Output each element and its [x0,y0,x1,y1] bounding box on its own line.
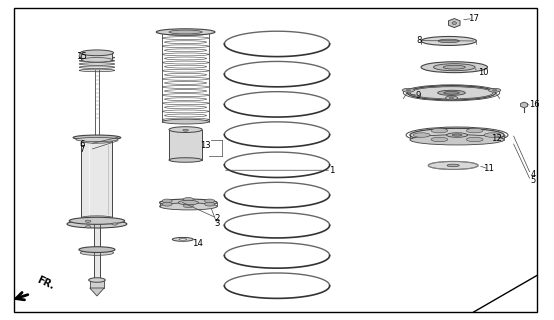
Ellipse shape [112,223,117,225]
Ellipse shape [204,202,214,206]
Ellipse shape [431,128,448,133]
Ellipse shape [406,90,411,91]
Ellipse shape [81,216,112,220]
Text: 5: 5 [530,176,536,185]
Ellipse shape [169,30,202,34]
Ellipse shape [431,137,448,142]
Ellipse shape [445,96,458,100]
Bar [90,280,104,288]
Ellipse shape [204,199,214,203]
Ellipse shape [172,237,193,241]
Ellipse shape [162,199,172,203]
Ellipse shape [169,158,202,162]
Ellipse shape [447,164,459,167]
Ellipse shape [421,36,476,45]
Ellipse shape [81,140,112,143]
Ellipse shape [428,162,478,170]
Text: 16: 16 [529,100,540,109]
Ellipse shape [79,66,115,68]
Text: 17: 17 [468,14,479,23]
Polygon shape [521,102,527,108]
Ellipse shape [156,29,215,35]
Text: 6: 6 [79,140,85,148]
Text: 7: 7 [79,145,85,154]
Ellipse shape [79,247,115,252]
Ellipse shape [183,129,188,131]
Ellipse shape [89,278,105,282]
Ellipse shape [160,203,217,210]
Text: 1: 1 [329,166,334,175]
Ellipse shape [80,250,114,255]
Ellipse shape [410,135,504,145]
Text: 15: 15 [76,52,88,61]
Ellipse shape [79,60,115,62]
Ellipse shape [407,86,496,100]
Ellipse shape [493,90,497,91]
Ellipse shape [85,220,91,222]
Ellipse shape [160,199,217,206]
Ellipse shape [76,138,118,142]
Ellipse shape [466,128,483,133]
Ellipse shape [410,87,493,99]
Ellipse shape [179,239,187,240]
Ellipse shape [466,137,483,142]
Text: 11: 11 [483,164,494,173]
Ellipse shape [169,127,202,132]
Text: 13: 13 [199,141,211,150]
Text: 10: 10 [478,68,488,77]
Ellipse shape [79,56,115,59]
Text: FR.: FR. [35,275,55,291]
Bar [94,218,100,282]
Bar [81,141,112,218]
Text: 12: 12 [491,134,502,143]
Ellipse shape [183,197,193,201]
Ellipse shape [452,134,462,136]
Ellipse shape [178,200,198,205]
Ellipse shape [85,226,91,228]
Ellipse shape [80,50,114,56]
Ellipse shape [484,133,501,137]
Text: 3: 3 [214,220,220,228]
Ellipse shape [433,64,475,71]
Text: 4: 4 [530,170,536,179]
Text: 2: 2 [214,214,220,223]
Ellipse shape [413,133,430,137]
Ellipse shape [421,62,488,73]
Bar [169,130,202,160]
Ellipse shape [438,39,459,43]
Text: 8: 8 [417,36,422,45]
Ellipse shape [79,63,115,65]
Ellipse shape [443,65,465,69]
Ellipse shape [81,58,112,62]
Ellipse shape [79,69,115,72]
Ellipse shape [162,119,209,124]
Ellipse shape [410,128,504,142]
Text: 14: 14 [192,239,203,248]
Ellipse shape [438,90,465,95]
Ellipse shape [162,202,172,206]
Ellipse shape [402,88,414,92]
Ellipse shape [444,92,459,94]
Ellipse shape [183,204,193,208]
Bar [81,53,112,60]
Ellipse shape [449,97,454,99]
Ellipse shape [447,133,468,137]
Polygon shape [90,288,104,296]
Ellipse shape [73,135,121,140]
Ellipse shape [452,22,456,25]
Ellipse shape [69,217,125,224]
Ellipse shape [67,220,127,228]
Text: 9: 9 [416,91,421,100]
Polygon shape [449,19,460,28]
Ellipse shape [489,88,501,92]
